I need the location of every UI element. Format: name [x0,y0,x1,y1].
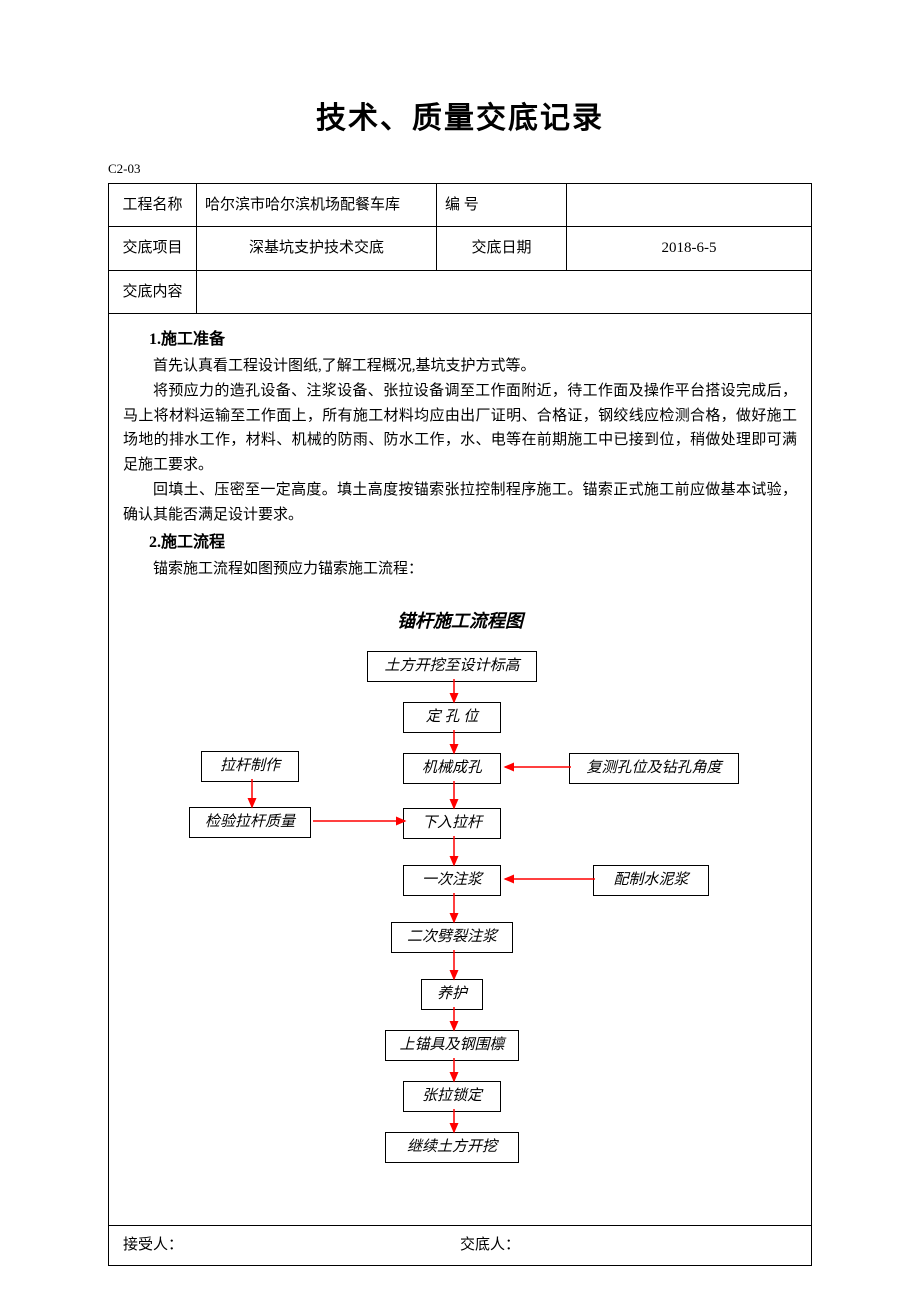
flowchart: 土方开挖至设计标高 定 孔 位 机械成孔 下入拉杆 一次注浆 二次劈裂注浆 养护… [123,651,797,1211]
paragraph: 回填土、压密至一定高度。填土高度按锚索张拉控制程序施工。锚索正式施工前应做基本试… [123,478,797,528]
flow-node-right: 配制水泥浆 [593,865,709,896]
paragraph: 首先认真看工程设计图纸,了解工程概况,基坑支护方式等。 [123,354,797,379]
flow-node: 养护 [421,979,483,1010]
item-label: 交底项目 [109,227,197,271]
section-1-heading: 1.施工准备 [149,328,797,352]
paragraph: 将预应力的造孔设备、注浆设备、张拉设备调至工作面附近，待工作面及操作平台搭设完成… [123,379,797,478]
serial-label: 编 号 [437,183,567,227]
header-table: 工程名称 哈尔滨市哈尔滨机场配餐车库 编 号 交底项目 深基坑支护技术交底 交底… [108,183,812,315]
content-empty [197,270,812,314]
form-code: C2-03 [108,159,812,179]
date-value: 2018-6-5 [567,227,812,271]
date-label: 交底日期 [437,227,567,271]
footer-box: 接受人： 交底人： [108,1226,812,1266]
flow-node: 张拉锁定 [403,1081,501,1112]
sender-label: 交底人： [460,1234,797,1257]
table-row: 工程名称 哈尔滨市哈尔滨机场配餐车库 编 号 [109,183,812,227]
flow-node-start: 土方开挖至设计标高 [367,651,537,682]
paragraph: 锚索施工流程如图预应力锚索施工流程： [123,557,797,582]
flow-node: 定 孔 位 [403,702,501,733]
content-box: 1.施工准备 首先认真看工程设计图纸,了解工程概况,基坑支护方式等。 将预应力的… [108,314,812,1226]
item-value: 深基坑支护技术交底 [197,227,437,271]
flow-node-left: 拉杆制作 [201,751,299,782]
flow-node-end: 继续土方开挖 [385,1132,519,1163]
receiver-label: 接受人： [123,1234,460,1257]
serial-value [567,183,812,227]
flow-node: 上锚具及钢围檩 [385,1030,519,1061]
page-title: 技术、质量交底记录 [108,96,812,141]
table-row: 交底项目 深基坑支护技术交底 交底日期 2018-6-5 [109,227,812,271]
flow-node-right: 复测孔位及钻孔角度 [569,753,739,784]
flow-node: 二次劈裂注浆 [391,922,513,953]
flow-node: 机械成孔 [403,753,501,784]
project-name-value: 哈尔滨市哈尔滨机场配餐车库 [197,183,437,227]
flow-node: 下入拉杆 [403,808,501,839]
flowchart-title: 锚杆施工流程图 [123,608,797,635]
flow-node-left: 检验拉杆质量 [189,807,311,838]
content-label: 交底内容 [109,270,197,314]
section-2-heading: 2.施工流程 [149,531,797,555]
project-name-label: 工程名称 [109,183,197,227]
table-row: 交底内容 [109,270,812,314]
flow-node: 一次注浆 [403,865,501,896]
